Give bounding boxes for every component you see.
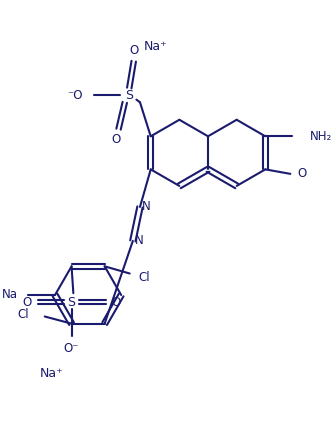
Text: Cl: Cl: [139, 271, 150, 283]
Text: ⁻O: ⁻O: [67, 88, 83, 102]
Text: S: S: [125, 88, 133, 102]
Text: O⁻: O⁻: [64, 342, 79, 355]
Text: Na: Na: [1, 289, 18, 301]
Text: O: O: [298, 167, 307, 180]
Text: NH₂: NH₂: [310, 130, 331, 143]
Text: Na⁺: Na⁺: [40, 367, 64, 380]
Text: N: N: [135, 234, 144, 247]
Text: O: O: [112, 296, 121, 309]
Text: Cl: Cl: [17, 308, 29, 321]
Text: Na⁺: Na⁺: [144, 39, 168, 53]
Text: N: N: [142, 201, 151, 213]
Text: S: S: [68, 296, 75, 309]
Text: O: O: [129, 44, 138, 57]
Text: O: O: [111, 134, 120, 146]
Text: O: O: [22, 296, 31, 309]
